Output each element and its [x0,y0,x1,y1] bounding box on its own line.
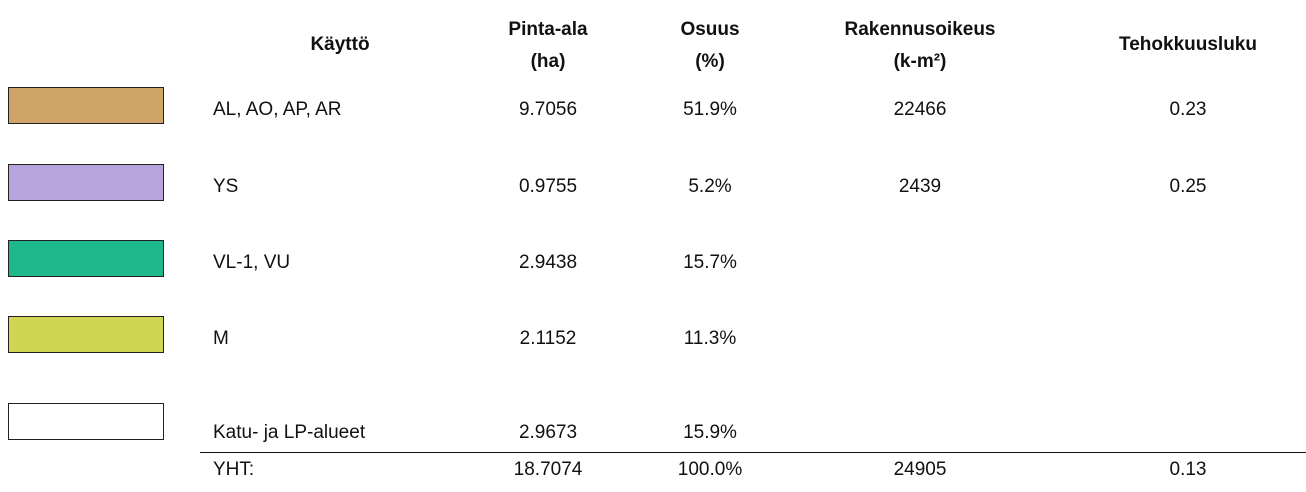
cell: 2.9673 [518,422,578,443]
cell: 15.7% [683,252,737,273]
total-cell: 0.13 [1169,459,1207,480]
cell: 2.1152 [519,328,577,349]
cell: 22466 [893,99,947,120]
header-cell: (%) [695,51,725,72]
cell: 2439 [898,176,942,197]
row-label: Katu- ja LP-alueet [213,422,366,443]
row-label: YS [213,176,239,197]
total-cell: 18.7074 [513,459,583,480]
header-cell: Tehokkuusluku [1119,34,1257,55]
color-swatch [8,164,164,201]
cell: 0.25 [1169,176,1207,197]
cell: 9.7056 [518,99,578,120]
cell: 51.9% [683,99,737,120]
row-label: AL, AO, AP, AR [213,99,342,120]
cell: 0.23 [1169,99,1207,120]
header-cell: (ha) [530,51,566,72]
color-swatch [8,240,164,277]
cell: 15.9% [683,422,737,443]
row-label: M [213,328,229,349]
color-swatch [8,316,164,353]
total-cell: 24905 [893,459,947,480]
header-cell: Osuus [680,19,740,40]
total-label: YHT: [213,459,255,480]
header-cell: (k-m²) [893,51,947,72]
cell: 11.3% [683,328,737,349]
header-cell: Pinta-ala [508,19,588,40]
header-cell: Rakennusoikeus [844,19,996,40]
row-label: VL-1, VU [213,252,291,273]
total-rule [200,452,1306,453]
cell: 0.9755 [518,176,578,197]
color-swatch [8,87,164,124]
total-cell: 100.0% [677,459,743,480]
color-swatch [8,403,164,440]
header-cell: Käyttö [310,34,370,55]
cell: 2.9438 [518,252,578,273]
cell: 5.2% [688,176,732,197]
